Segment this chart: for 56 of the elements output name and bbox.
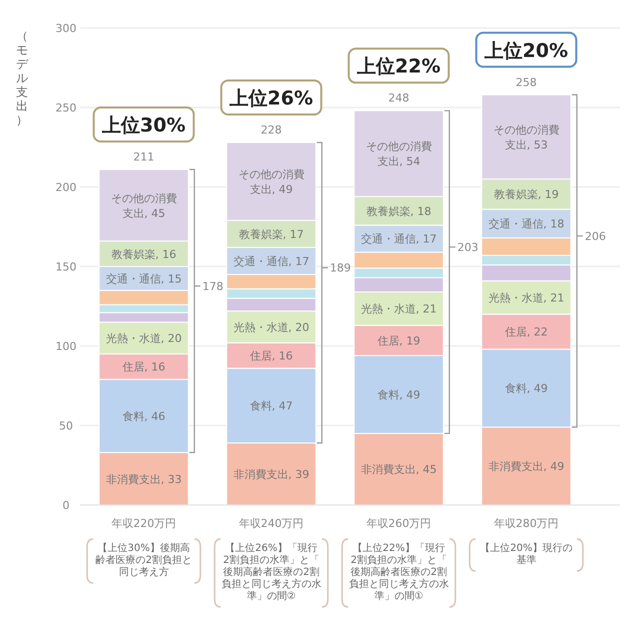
data-label: 教養娯楽, 17 — [238, 228, 304, 241]
data-label: 食料, 49 — [377, 388, 420, 402]
x-tick-label: 年収280万円 — [494, 517, 559, 530]
data-label: 光熱・水道, 20 — [233, 320, 310, 334]
data-label: 非消費支出, 49 — [488, 460, 564, 474]
y-tick-label: 0 — [62, 499, 70, 512]
data-label: 交通・通信, 18 — [488, 218, 564, 231]
total-label: 228 — [260, 123, 282, 136]
data-label: その他の消費支出, 53 — [493, 123, 560, 152]
data-label: 非消費支出, 39 — [233, 468, 310, 481]
data-label: 食料, 47 — [250, 400, 293, 413]
text: 【上位20%】現行の基準 — [480, 542, 572, 566]
annotation: 189 — [330, 262, 351, 275]
x-tick-label: 年収240万円 — [238, 517, 304, 530]
data-label: 住居, 16 — [250, 350, 293, 363]
x-tick-label: 年収260万円 — [366, 517, 432, 530]
data-label: 光熱・水道, 21 — [360, 302, 437, 316]
data-label: 教養娯楽, 18 — [366, 204, 432, 218]
data-label: その他の消費支出, 49 — [238, 168, 304, 196]
total-label: 211 — [133, 150, 154, 164]
data-label: 非消費支出, 33 — [106, 472, 182, 486]
y-tick-label: 300 — [56, 22, 76, 35]
y-axis-title: （モデル支出） — [16, 29, 29, 127]
text: 【上位30%】後期高齢者医療の2割負担と同じ考え方 — [96, 542, 192, 578]
data-label: 交通・通信, 17 — [233, 254, 310, 268]
annotation: 203 — [457, 241, 478, 254]
data-label: 教養娯楽, 16 — [111, 248, 176, 261]
y-tick-label: 50 — [59, 420, 73, 432]
data-label: 教養娯楽, 19 — [494, 188, 559, 202]
data-label: 食料, 49 — [504, 382, 548, 396]
data-label: その他の消費支出, 54 — [366, 140, 432, 168]
annotation: 上位22% — [356, 56, 440, 78]
annotation: 上位20% — [484, 40, 568, 62]
text: 【上位26%】「現行2割負担の水準」と「後期高齢者医療の2割負担と同じ考え方の水準」の間② — [221, 542, 322, 602]
y-tick-label: 150 — [56, 260, 76, 274]
data-label: その他の消費支出, 45 — [110, 192, 177, 220]
annotation: 178 — [202, 280, 224, 294]
data-label: 交通・通信, 17 — [360, 232, 437, 246]
annotation: 上位26% — [228, 87, 313, 110]
x-tick-label: 年収220万円 — [111, 517, 176, 530]
data-label: 非消費支出, 45 — [360, 463, 437, 476]
annotation: 上位30% — [101, 114, 186, 137]
y-tick-label: 250 — [56, 102, 76, 114]
total-label: 258 — [516, 76, 537, 89]
data-label: 住居, 19 — [377, 334, 420, 348]
data-label: 食料, 46 — [122, 410, 166, 423]
text: 【上位22%】「現行2割負担の水準」と「後期高齢者医療の2割負担と同じ考え方の水準」の間① — [348, 542, 449, 602]
total-label: 248 — [388, 92, 410, 105]
y-tick-label: 200 — [56, 181, 76, 194]
y-tick-label: 100 — [56, 340, 76, 353]
data-label: 光熱・水道, 21 — [488, 292, 564, 305]
data-label: 交通・通信, 15 — [106, 272, 182, 286]
data-label: 住居, 16 — [122, 360, 166, 374]
data-label: 住居, 22 — [504, 326, 548, 339]
annotation: 206 — [584, 230, 606, 243]
data-label: 光熱・水道, 20 — [106, 332, 182, 346]
